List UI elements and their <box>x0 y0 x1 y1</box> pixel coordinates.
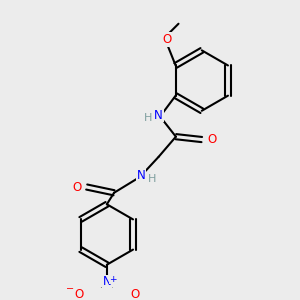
Text: O: O <box>162 33 172 46</box>
Text: H: H <box>144 113 152 123</box>
Text: O: O <box>72 181 81 194</box>
Text: +: + <box>110 274 117 284</box>
Text: O: O <box>74 288 84 300</box>
Text: H: H <box>148 174 156 184</box>
Text: N: N <box>137 169 146 182</box>
Text: −: − <box>66 284 74 294</box>
Text: O: O <box>207 133 217 146</box>
Text: N: N <box>154 109 163 122</box>
Text: N: N <box>103 275 111 289</box>
Text: O: O <box>130 288 140 300</box>
